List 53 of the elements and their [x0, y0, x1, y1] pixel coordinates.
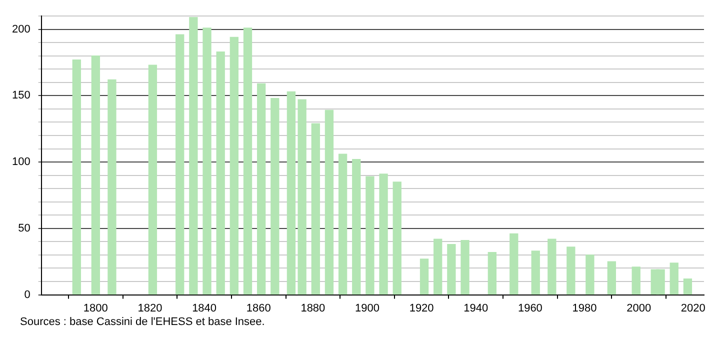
bar	[72, 59, 81, 295]
bar	[670, 262, 678, 295]
bar	[324, 110, 334, 295]
bar	[91, 56, 100, 295]
bar	[298, 99, 306, 295]
bar	[202, 28, 212, 295]
bar	[148, 64, 158, 295]
y-tick-label: 100	[12, 156, 30, 168]
source-note: Sources : base Cassini de l'EHESS et base Insee.	[20, 316, 266, 328]
bar	[420, 258, 429, 295]
bar	[488, 252, 496, 295]
bar	[338, 154, 348, 295]
x-tick-label: 1980	[572, 302, 597, 314]
x-tick-label: 1940	[464, 302, 488, 314]
bar	[531, 250, 540, 295]
bar	[460, 240, 470, 295]
x-tick-label: 2000	[626, 302, 652, 314]
bar	[683, 278, 692, 295]
bar	[379, 174, 388, 295]
bar	[586, 254, 594, 295]
bar	[392, 182, 402, 295]
y-tick-label: 50	[18, 222, 30, 234]
bar	[216, 52, 225, 295]
bar	[352, 159, 361, 295]
x-tick-label: 2020	[680, 302, 706, 314]
bar	[189, 16, 198, 295]
x-tick-label: 1860	[246, 302, 271, 314]
bar	[270, 98, 280, 295]
y-tick-label: 150	[12, 90, 30, 102]
x-tick-label: 1820	[138, 302, 162, 314]
bar	[447, 244, 456, 295]
x-tick-label: 1840	[192, 302, 217, 314]
bar	[257, 83, 266, 295]
bar	[632, 266, 640, 295]
y-tick-label: 0	[24, 288, 30, 301]
x-tick-label: 1960	[518, 302, 542, 314]
bar	[607, 261, 616, 295]
bar	[510, 233, 518, 295]
bar	[286, 91, 296, 295]
bar	[243, 28, 252, 295]
bar	[566, 246, 576, 295]
x-tick-label: 1880	[300, 302, 326, 314]
bar	[366, 176, 374, 295]
bar	[230, 36, 239, 295]
x-tick-label: 1900	[355, 302, 380, 314]
bar	[548, 238, 556, 295]
bar	[108, 79, 116, 295]
bar	[434, 238, 442, 295]
x-tick-label: 1800	[83, 302, 108, 314]
bar	[176, 34, 184, 295]
y-tick-label: 200	[12, 23, 30, 36]
bar	[311, 123, 320, 295]
x-tick-label: 1920	[409, 302, 434, 314]
